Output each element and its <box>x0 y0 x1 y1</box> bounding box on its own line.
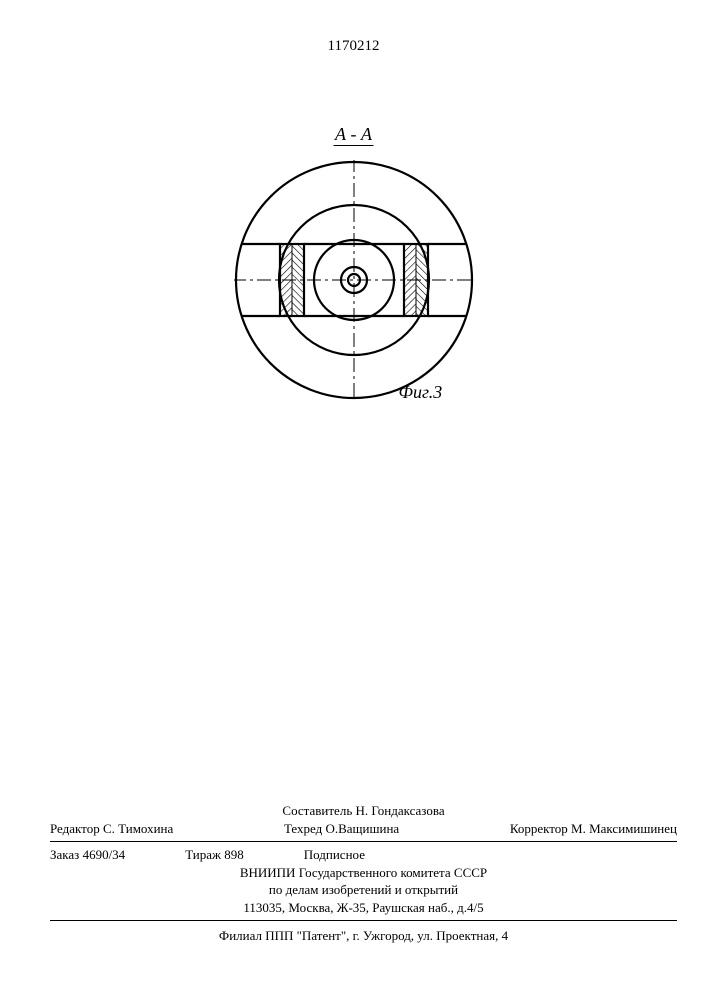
composer-label: Составитель <box>282 803 352 818</box>
address-1: 113035, Москва, Ж-35, Раушская наб., д.4… <box>50 899 677 917</box>
address-2: Филиал ППП "Патент", г. Ужгород, ул. Про… <box>50 927 677 945</box>
composer-name: Н. Гондаксазова <box>356 803 445 818</box>
org-line-2: по делам изобретений и открытий <box>50 881 677 899</box>
editor-block: Редактор С. Тимохина <box>50 820 173 838</box>
corrector-block: Корректор М. Максимишинец <box>510 820 677 838</box>
tirazh-block: Тираж 898 <box>185 846 244 864</box>
techred-block: Техред О.Ващишина <box>284 820 399 838</box>
divider-1 <box>50 841 677 842</box>
section-label: А - А <box>333 124 374 146</box>
figure-3: Фиг.3 <box>234 160 474 400</box>
org-line-1: ВНИИПИ Государственного комитета СССР <box>50 864 677 882</box>
document-number: 1170212 <box>328 38 380 55</box>
order-block: Заказ 4690/34 <box>50 846 125 864</box>
divider-2 <box>50 920 677 921</box>
subscription-label: Подписное <box>304 846 365 864</box>
figure-label: Фиг.3 <box>399 382 443 403</box>
imprint-footer: Составитель Н. Гондаксазова Редактор С. … <box>50 802 677 945</box>
